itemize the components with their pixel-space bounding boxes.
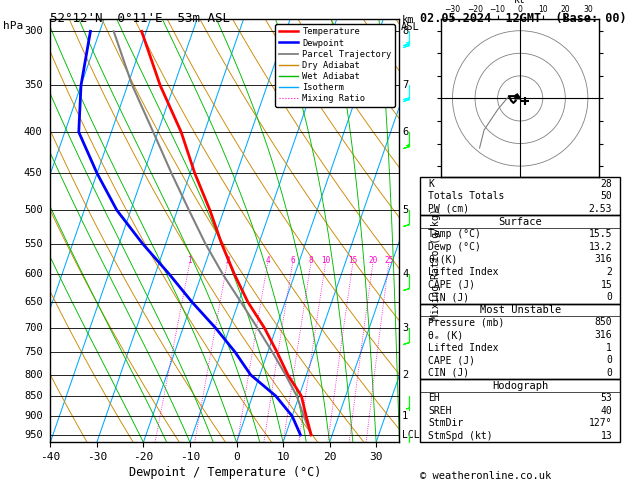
Text: 28: 28 <box>601 179 612 189</box>
Text: 1: 1 <box>187 256 192 265</box>
Text: K: K <box>428 179 434 189</box>
Text: 0: 0 <box>606 355 612 365</box>
Text: 450: 450 <box>24 168 43 178</box>
Text: EH: EH <box>428 393 440 403</box>
Text: 40: 40 <box>601 406 612 416</box>
Text: 2.53: 2.53 <box>589 204 612 214</box>
Text: 900: 900 <box>24 411 43 421</box>
Text: CAPE (J): CAPE (J) <box>428 279 475 290</box>
Text: Dewp (°C): Dewp (°C) <box>428 242 481 252</box>
Text: 300: 300 <box>24 26 43 36</box>
Text: 950: 950 <box>24 430 43 440</box>
Text: StmSpd (kt): StmSpd (kt) <box>428 431 493 441</box>
Text: © weatheronline.co.uk: © weatheronline.co.uk <box>420 471 552 481</box>
Text: SREH: SREH <box>428 406 452 416</box>
Text: CIN (J): CIN (J) <box>428 368 469 378</box>
Text: 1: 1 <box>606 343 612 353</box>
Text: PW (cm): PW (cm) <box>428 204 469 214</box>
Text: 850: 850 <box>594 317 612 328</box>
Text: CAPE (J): CAPE (J) <box>428 355 475 365</box>
Text: 6: 6 <box>402 127 408 137</box>
Text: CIN (J): CIN (J) <box>428 292 469 302</box>
Text: 316: 316 <box>594 330 612 340</box>
Text: Most Unstable: Most Unstable <box>479 305 561 315</box>
Text: 13.2: 13.2 <box>589 242 612 252</box>
Text: 4: 4 <box>265 256 270 265</box>
Text: 127°: 127° <box>589 418 612 428</box>
Text: LCL: LCL <box>402 430 420 440</box>
Text: Totals Totals: Totals Totals <box>428 191 504 201</box>
X-axis label: kt: kt <box>515 0 526 5</box>
Text: 15: 15 <box>348 256 358 265</box>
Text: Mixing Ratio (g/kg): Mixing Ratio (g/kg) <box>431 209 441 320</box>
Text: 8: 8 <box>402 26 408 36</box>
Text: 53: 53 <box>601 393 612 403</box>
Text: 600: 600 <box>24 269 43 279</box>
Text: 800: 800 <box>24 370 43 380</box>
Text: 2: 2 <box>225 256 230 265</box>
Text: 8: 8 <box>309 256 313 265</box>
Legend: Temperature, Dewpoint, Parcel Trajectory, Dry Adiabat, Wet Adiabat, Isotherm, Mi: Temperature, Dewpoint, Parcel Trajectory… <box>275 24 395 107</box>
Text: hPa: hPa <box>3 21 23 31</box>
Text: 650: 650 <box>24 297 43 307</box>
Text: 02.05.2024  12GMT  (Base: 00): 02.05.2024 12GMT (Base: 00) <box>420 12 626 25</box>
Text: 50: 50 <box>601 191 612 201</box>
Text: 750: 750 <box>24 347 43 357</box>
Text: Pressure (mb): Pressure (mb) <box>428 317 504 328</box>
Text: StmDir: StmDir <box>428 418 464 428</box>
Text: km: km <box>401 15 414 25</box>
Text: 5: 5 <box>402 205 408 215</box>
Text: 500: 500 <box>24 205 43 215</box>
Text: θₑ(K): θₑ(K) <box>428 254 457 264</box>
Text: 3: 3 <box>402 323 408 333</box>
Text: 25: 25 <box>384 256 394 265</box>
Text: 13: 13 <box>601 431 612 441</box>
Text: 550: 550 <box>24 239 43 248</box>
Text: θₑ (K): θₑ (K) <box>428 330 464 340</box>
Text: 350: 350 <box>24 80 43 90</box>
Text: 1: 1 <box>402 411 408 421</box>
Text: 10: 10 <box>321 256 330 265</box>
Text: 0: 0 <box>606 292 612 302</box>
Text: 0: 0 <box>606 368 612 378</box>
Text: 15.5: 15.5 <box>589 229 612 239</box>
Text: 6: 6 <box>291 256 295 265</box>
Text: 2: 2 <box>606 267 612 277</box>
Text: 850: 850 <box>24 391 43 401</box>
Text: 2: 2 <box>402 370 408 380</box>
Text: Surface: Surface <box>498 217 542 226</box>
Text: Temp (°C): Temp (°C) <box>428 229 481 239</box>
X-axis label: Dewpoint / Temperature (°C): Dewpoint / Temperature (°C) <box>129 466 321 479</box>
Text: 4: 4 <box>402 269 408 279</box>
Text: Lifted Index: Lifted Index <box>428 343 499 353</box>
Text: ASL: ASL <box>401 22 420 32</box>
Text: 400: 400 <box>24 127 43 137</box>
Text: 700: 700 <box>24 323 43 333</box>
Text: Hodograph: Hodograph <box>492 381 548 391</box>
Text: 20: 20 <box>369 256 377 265</box>
Text: Lifted Index: Lifted Index <box>428 267 499 277</box>
Text: 15: 15 <box>601 279 612 290</box>
Text: 7: 7 <box>402 80 408 90</box>
Text: 52°12'N  0°11'E  53m ASL: 52°12'N 0°11'E 53m ASL <box>50 12 230 25</box>
Text: 316: 316 <box>594 254 612 264</box>
